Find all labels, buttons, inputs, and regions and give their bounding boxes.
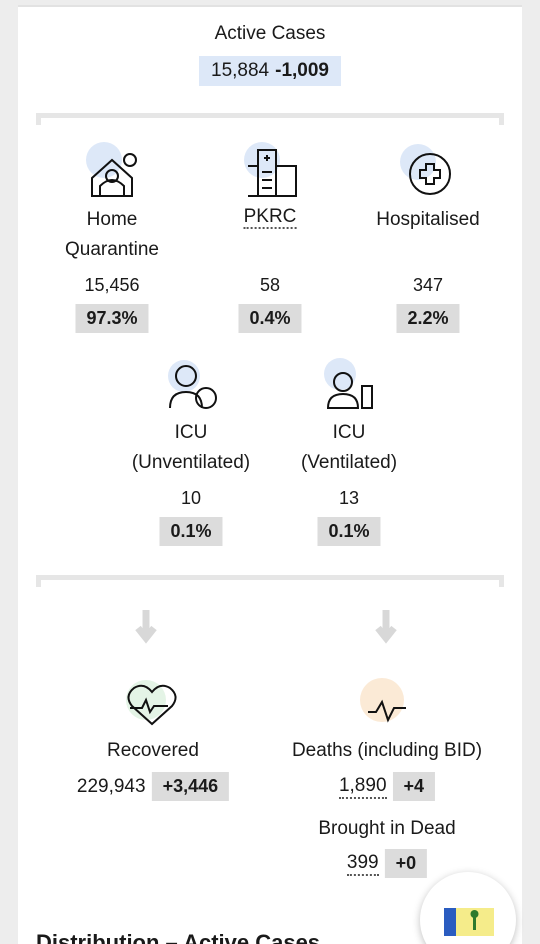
separator — [36, 575, 504, 587]
group-label: Hospitalised — [376, 209, 480, 230]
section-title: Distribution – Active Cases — [36, 930, 321, 944]
group-label: Home Quarantine — [64, 209, 159, 260]
active-box: 15,884 -1,009 — [199, 56, 341, 86]
group-percent: 0.1% — [317, 517, 381, 546]
deaths-change: +4 — [392, 772, 436, 801]
group-count: 10 — [180, 488, 202, 508]
recovered-change: +3,446 — [151, 772, 230, 801]
bid-label: Brought in Dead — [318, 818, 456, 839]
group-percent: 0.1% — [159, 517, 223, 546]
recovered-label: Recovered — [107, 740, 199, 761]
group-count: 15,456 — [84, 275, 140, 295]
bid-count: 399 — [346, 852, 379, 876]
active-title: Active Cases — [214, 23, 326, 44]
recovered-count: 229,943 — [76, 775, 146, 797]
deaths-count: 1,890 — [338, 775, 387, 799]
deaths-row: 1,890 +4 — [338, 772, 436, 801]
bid-row: 399 +0 — [346, 849, 428, 878]
active-value: 15,884 — [211, 60, 270, 81]
group-percent: 2.2% — [396, 304, 460, 333]
group-count: 13 — [338, 488, 360, 508]
group-label: ICU (Unventilated) — [131, 422, 251, 473]
group-label-text: PKRC — [243, 206, 297, 229]
flag-icon — [444, 908, 494, 936]
group-percent: 0.4% — [238, 304, 302, 333]
group-count: 58 — [259, 275, 281, 295]
separator — [36, 113, 504, 125]
active-change: -1,009 — [275, 60, 329, 81]
deaths-label: Deaths (including BID) — [291, 740, 483, 761]
group-percent: 97.3% — [75, 304, 149, 333]
recovered-row: 229,943 +3,446 — [76, 772, 230, 801]
group-label: PKRC — [243, 205, 297, 229]
group-count: 347 — [412, 275, 444, 295]
group-label: ICU (Ventilated) — [300, 422, 398, 473]
floating-button[interactable] — [420, 872, 516, 944]
bid-change: +0 — [384, 849, 428, 878]
